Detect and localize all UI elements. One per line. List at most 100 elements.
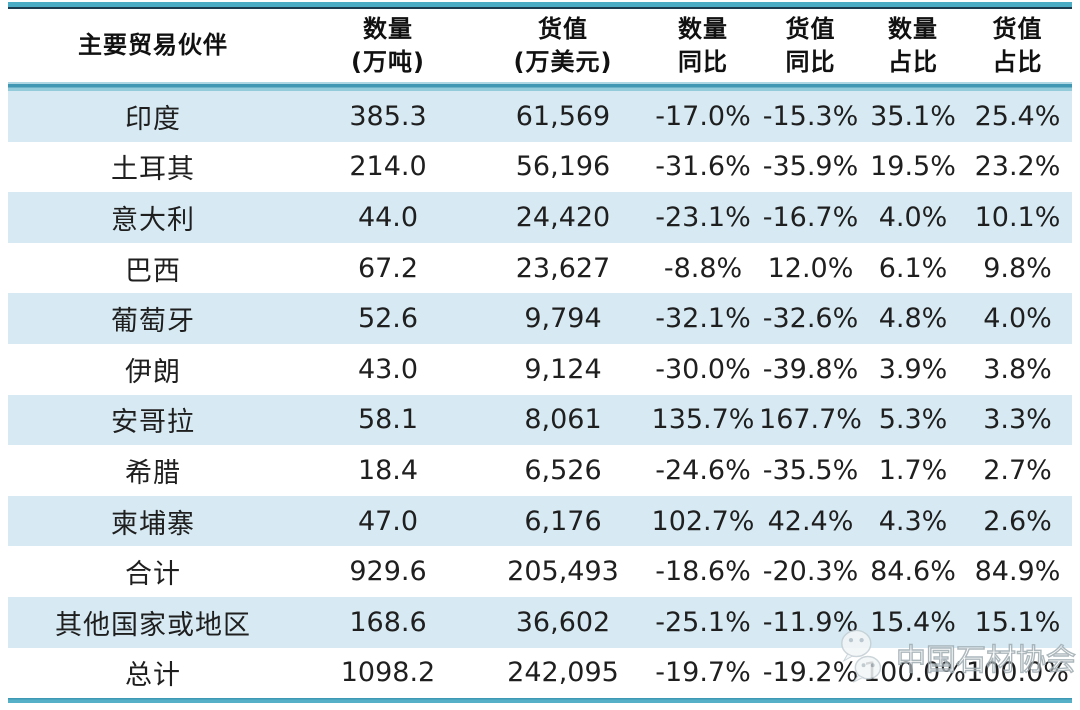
value-cell: 9.8% [983,252,1052,284]
value-cell: 4.0% [878,201,948,233]
value-cell: 44.0 [357,201,419,233]
value-cell: 4.0% [983,303,1052,335]
value-cell: 6,526 [524,454,602,486]
value-cell: 205,493 [507,556,619,588]
value-cell: 58.1 [357,404,419,436]
value-cell: 1098.2 [340,657,436,689]
partner-cell: 伊朗 [125,356,181,388]
partner-cell: 印度 [125,103,181,135]
value-cell: 47.0 [357,505,419,537]
value-cell: -17.0% [655,100,751,132]
value-cell: 100.0% [966,657,1069,689]
partner-cell: 土耳其 [111,154,195,186]
value-cell: 18.4 [357,454,419,486]
value-cell: 35.1% [870,100,956,132]
value-cell: -32.1% [655,303,751,335]
value-cell: 100.0% [863,657,966,689]
partner-cell: 希腊 [125,457,181,489]
value-cell: 2.7% [983,454,1052,486]
value-cell: -15.3% [762,100,859,132]
value-cell: -25.1% [655,606,751,638]
value-cell: 84.6% [870,556,956,588]
table-body: 印度 385.3 61,569 -17.0% -15.3% 35.1% 25.4% 土耳其 21… [8,91,1072,699]
table-top-border [8,2,1072,7]
value-cell: 3.8% [983,353,1052,385]
value-cell: -11.9% [762,606,859,638]
table-row: 总计 1098.2 242,095 -19.7% -19.2% 100.0% 100.0% [8,647,1072,699]
value-cell: 385.3 [349,100,427,132]
header-quantity-share: 数量 占比 [888,14,938,76]
value-cell: 61,569 [515,100,611,132]
value-cell: 56,196 [515,151,611,183]
table-row: 印度 385.3 61,569 -17.0% -15.3% 35.1% 25.4% [8,91,1072,142]
value-cell: 929.6 [349,556,427,588]
table-row: 安哥拉 58.1 8,061 135.7% 167.7% 5.3% 3.3% [8,394,1072,446]
value-cell: -19.2% [762,657,859,689]
value-cell: 9,794 [524,303,602,335]
value-cell: 19.5% [870,151,956,183]
value-cell: 36,602 [515,606,611,638]
header-divider [8,82,1072,91]
value-cell: 135.7% [651,404,755,436]
value-cell: 242,095 [507,657,619,689]
value-cell: 24,420 [515,201,611,233]
partner-cell: 安哥拉 [111,407,195,439]
table-header: 主要贸易伙伴 数量 (万吨) 货值 (万美元) 数量 同比 货值 同比 数量 占… [8,9,1072,82]
header-value-share: 货值 占比 [992,14,1043,76]
partner-cell: 总计 [125,660,181,692]
table-row: 葡萄牙 52.6 9,794 -32.1% -32.6% 4.8% 4.0% [8,293,1072,344]
value-cell: 167.7% [759,404,862,436]
partner-cell: 葡萄牙 [111,306,195,338]
value-cell: -31.6% [655,151,751,183]
value-cell: 5.3% [878,404,948,436]
value-cell: 6.1% [878,252,948,284]
partner-cell: 合计 [125,559,181,591]
value-cell: 12.0% [767,252,854,284]
table-row: 伊朗 43.0 9,124 -30.0% -39.8% 3.9% 3.8% [8,343,1072,395]
value-cell: 43.0 [357,353,419,385]
table-row: 意大利 44.0 24,420 -23.1% -16.7% 4.0% 10.1% [8,192,1072,243]
partner-cell: 巴西 [125,255,181,287]
value-cell: -18.6% [655,556,751,588]
value-cell: 15.1% [974,606,1061,638]
value-cell: -32.6% [762,303,859,335]
header-value-yoy: 货值 同比 [785,14,836,76]
value-cell: 25.4% [974,100,1061,132]
table-row: 巴西 67.2 23,627 -8.8% 12.0% 6.1% 9.8% [8,242,1072,294]
value-cell: -16.7% [762,201,859,233]
header-quantity-yoy: 数量 同比 [678,14,728,76]
value-cell: 102.7% [651,505,755,537]
value-cell: -8.8% [663,252,743,284]
value-cell: 23,627 [515,252,611,284]
value-cell: 214.0 [349,151,427,183]
table-row: 柬埔寨 47.0 6,176 102.7% 42.4% 4.3% 2.6% [8,495,1072,547]
partner-cell: 柬埔寨 [111,508,195,540]
partner-cell: 意大利 [111,204,195,236]
table-top-border-line [8,7,1072,9]
value-cell: 4.3% [878,505,948,537]
trade-partners-table: 主要贸易伙伴 数量 (万吨) 货值 (万美元) 数量 同比 货值 同比 数量 占… [8,2,1072,704]
value-cell: -39.8% [762,353,859,385]
value-cell: 15.4% [870,606,956,638]
value-cell: -20.3% [762,556,859,588]
partner-cell: 其他国家或地区 [55,609,251,641]
value-cell: 52.6 [357,303,419,335]
value-cell: 1.7% [878,454,948,486]
table-row: 希腊 18.4 6,526 -24.6% -35.5% 1.7% 2.7% [8,445,1072,496]
value-cell: -35.9% [762,151,859,183]
value-cell: 4.8% [878,303,948,335]
value-cell: 84.9% [974,556,1061,588]
value-cell: 42.4% [767,505,854,537]
value-cell: 9,124 [524,353,602,385]
value-cell: 23.2% [974,151,1061,183]
table-row: 合计 929.6 205,493 -18.6% -20.3% 84.6% 84.9% [8,546,1072,597]
value-cell: 168.6 [349,606,427,638]
value-cell: 3.3% [983,404,1052,436]
value-cell: 2.6% [983,505,1052,537]
header-partner: 主要贸易伙伴 [8,9,298,82]
header-quantity: 数量 (万吨) [351,14,425,76]
table-row: 其他国家或地区 168.6 36,602 -25.1% -11.9% 15.4% 15.1% [8,596,1072,648]
header-partner-label: 主要贸易伙伴 [78,31,228,59]
value-cell: 3.9% [878,353,948,385]
table-row: 土耳其 214.0 56,196 -31.6% -35.9% 19.5% 23.2% [8,141,1072,193]
